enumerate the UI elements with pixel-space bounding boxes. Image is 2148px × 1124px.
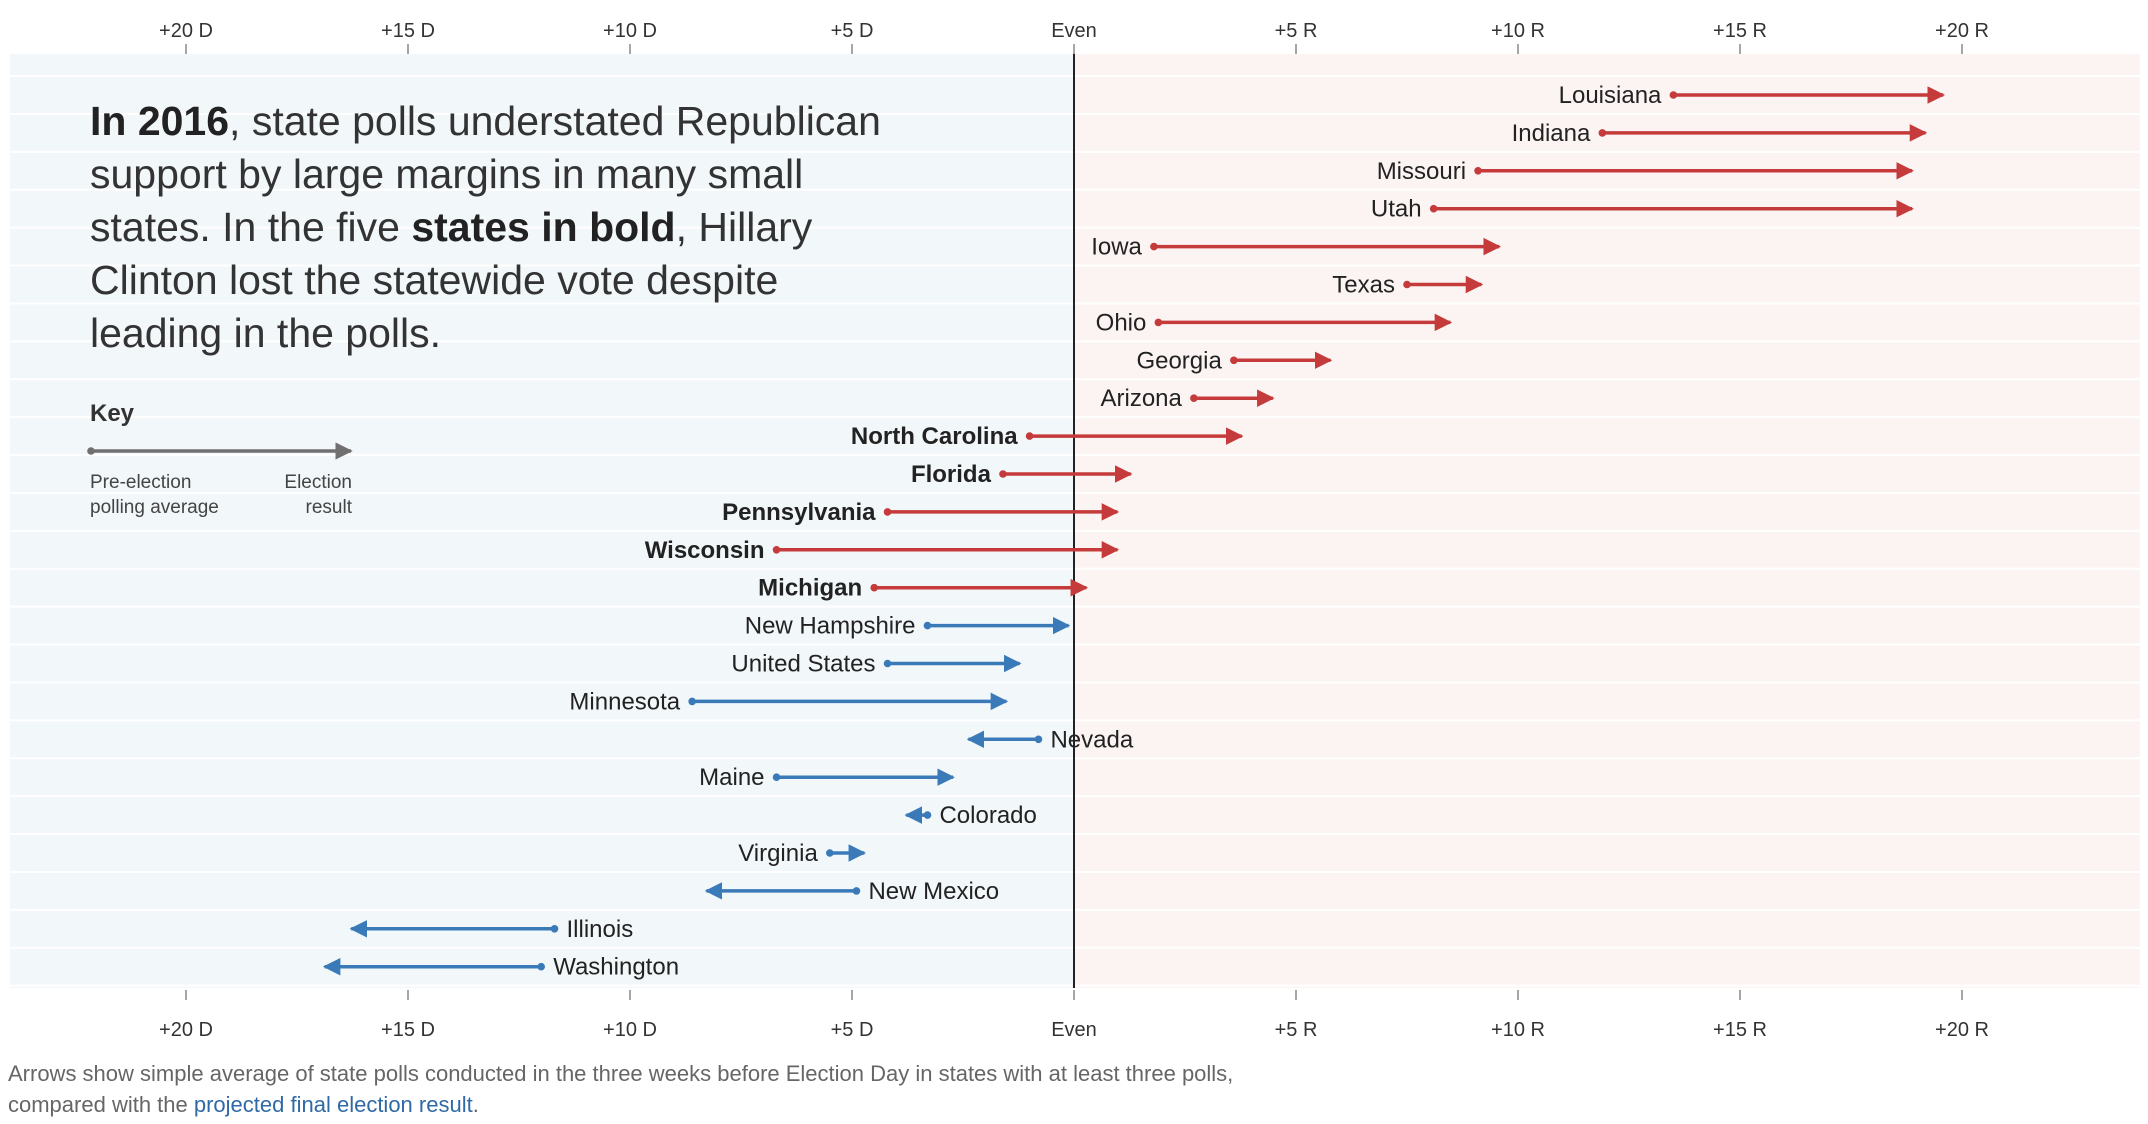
state-label: Maine bbox=[699, 764, 764, 791]
state-label: Texas bbox=[1332, 272, 1395, 299]
key-dot bbox=[87, 447, 95, 455]
state-label: Georgia bbox=[1136, 347, 1222, 374]
state-label: Missouri bbox=[1377, 158, 1466, 185]
poll-dot bbox=[1598, 129, 1607, 137]
state-label: Wisconsin bbox=[645, 537, 765, 564]
state-label: Indiana bbox=[1512, 120, 1591, 147]
poll-dot bbox=[883, 659, 892, 668]
state-label: Illinois bbox=[567, 916, 634, 943]
intro-year: In 2016 bbox=[90, 98, 230, 144]
poll-dot bbox=[772, 546, 781, 554]
rep-background bbox=[1074, 54, 2140, 988]
tick-label: +20 R bbox=[1935, 20, 1989, 42]
tick-label: +15 D bbox=[381, 1019, 435, 1041]
arrows-layer bbox=[322, 86, 1945, 976]
state-label: Washington bbox=[553, 954, 679, 981]
poll-dot bbox=[1474, 167, 1482, 175]
poll-dot bbox=[1403, 280, 1411, 289]
state-label: Nevada bbox=[1050, 726, 1133, 753]
state-label: Arizona bbox=[1101, 385, 1183, 412]
projected-result-link[interactable]: projected final election result bbox=[193, 1092, 473, 1117]
tick-label: +20 R bbox=[1935, 1019, 1989, 1041]
intro-bold-states: states in bold bbox=[411, 204, 676, 250]
poll-dot bbox=[1025, 432, 1034, 440]
state-label: Utah bbox=[1371, 196, 1422, 223]
poll-dot bbox=[1230, 356, 1238, 365]
tick-label: +15 R bbox=[1713, 20, 1767, 42]
note-end: . bbox=[472, 1092, 479, 1117]
tick-label: +10 R bbox=[1491, 1019, 1545, 1041]
state-label: Ohio bbox=[1096, 309, 1147, 336]
poll-dot bbox=[826, 849, 834, 857]
state-label: Pennsylvania bbox=[722, 499, 876, 526]
state-label: Iowa bbox=[1091, 234, 1142, 261]
key-arrow-group bbox=[87, 442, 353, 460]
state-label: New Mexico bbox=[868, 878, 999, 905]
poll-dot bbox=[999, 470, 1007, 478]
state-label: Colorado bbox=[939, 802, 1036, 829]
key-polling-label: Pre-election polling average bbox=[90, 472, 219, 518]
poll-dot bbox=[1190, 394, 1198, 403]
axis-ticks: +20 D +20 D +15 D +15 D +10 D +10 D +5 D +5 D Ev… bbox=[159, 20, 1989, 1041]
tick-label: +10 R bbox=[1491, 20, 1545, 42]
tick-label: +10 D bbox=[603, 1019, 657, 1041]
tick-label: Even bbox=[1051, 20, 1097, 42]
tick-label: +20 D bbox=[159, 1019, 213, 1041]
key-result-label: Election result bbox=[284, 472, 352, 518]
state-label: Virginia bbox=[738, 840, 818, 867]
state-label: North Carolina bbox=[851, 423, 1018, 450]
poll-dot bbox=[883, 508, 892, 516]
poll-dot bbox=[1154, 318, 1163, 327]
poll-dot bbox=[923, 621, 932, 630]
poll-dot bbox=[1034, 735, 1043, 744]
state-label: Florida bbox=[911, 461, 992, 488]
intro-body: , state polls understated Republican sup… bbox=[90, 98, 881, 250]
tick-label: +15 D bbox=[381, 20, 435, 42]
state-label: Louisiana bbox=[1559, 82, 1662, 109]
tick-label: +10 D bbox=[603, 20, 657, 42]
tick-label: +5 D bbox=[831, 20, 874, 42]
poll-dot bbox=[1150, 242, 1158, 251]
tick-label: +15 R bbox=[1713, 1019, 1767, 1041]
key-title: Key bbox=[90, 400, 135, 427]
poll-dot bbox=[550, 925, 559, 933]
state-label: United States bbox=[731, 651, 875, 678]
state-labels: Louisiana Indiana Missouri Utah Iowa Texas Ohi… bbox=[553, 82, 1662, 981]
poll-dot bbox=[772, 773, 781, 781]
tick-label: +5 R bbox=[1275, 20, 1318, 42]
tick-label: +20 D bbox=[159, 20, 213, 42]
poll-dot bbox=[1429, 204, 1438, 213]
state-label: Minnesota bbox=[569, 688, 680, 715]
intro-text: In 2016, state polls understated Republi… bbox=[90, 95, 910, 360]
dem-background bbox=[10, 54, 1074, 988]
poll-dot bbox=[1669, 91, 1678, 99]
tick-label: +5 R bbox=[1275, 1019, 1318, 1041]
poll-dot bbox=[923, 811, 932, 819]
tick-label: Even bbox=[1051, 1019, 1097, 1041]
source-note: Arrows show simple average of state poll… bbox=[8, 1058, 1248, 1120]
poll-dot bbox=[870, 583, 878, 592]
poll-dot bbox=[688, 697, 696, 706]
note-text: Arrows show simple average of state poll… bbox=[8, 1061, 1234, 1117]
poll-dot bbox=[852, 887, 861, 895]
intro-end: , Hillary Clinton lost the statewide vot… bbox=[90, 204, 813, 356]
state-label: Michigan bbox=[758, 575, 862, 602]
poll-dot bbox=[537, 962, 545, 971]
state-label: New Hampshire bbox=[745, 613, 916, 640]
tick-label: +5 D bbox=[831, 1019, 874, 1041]
